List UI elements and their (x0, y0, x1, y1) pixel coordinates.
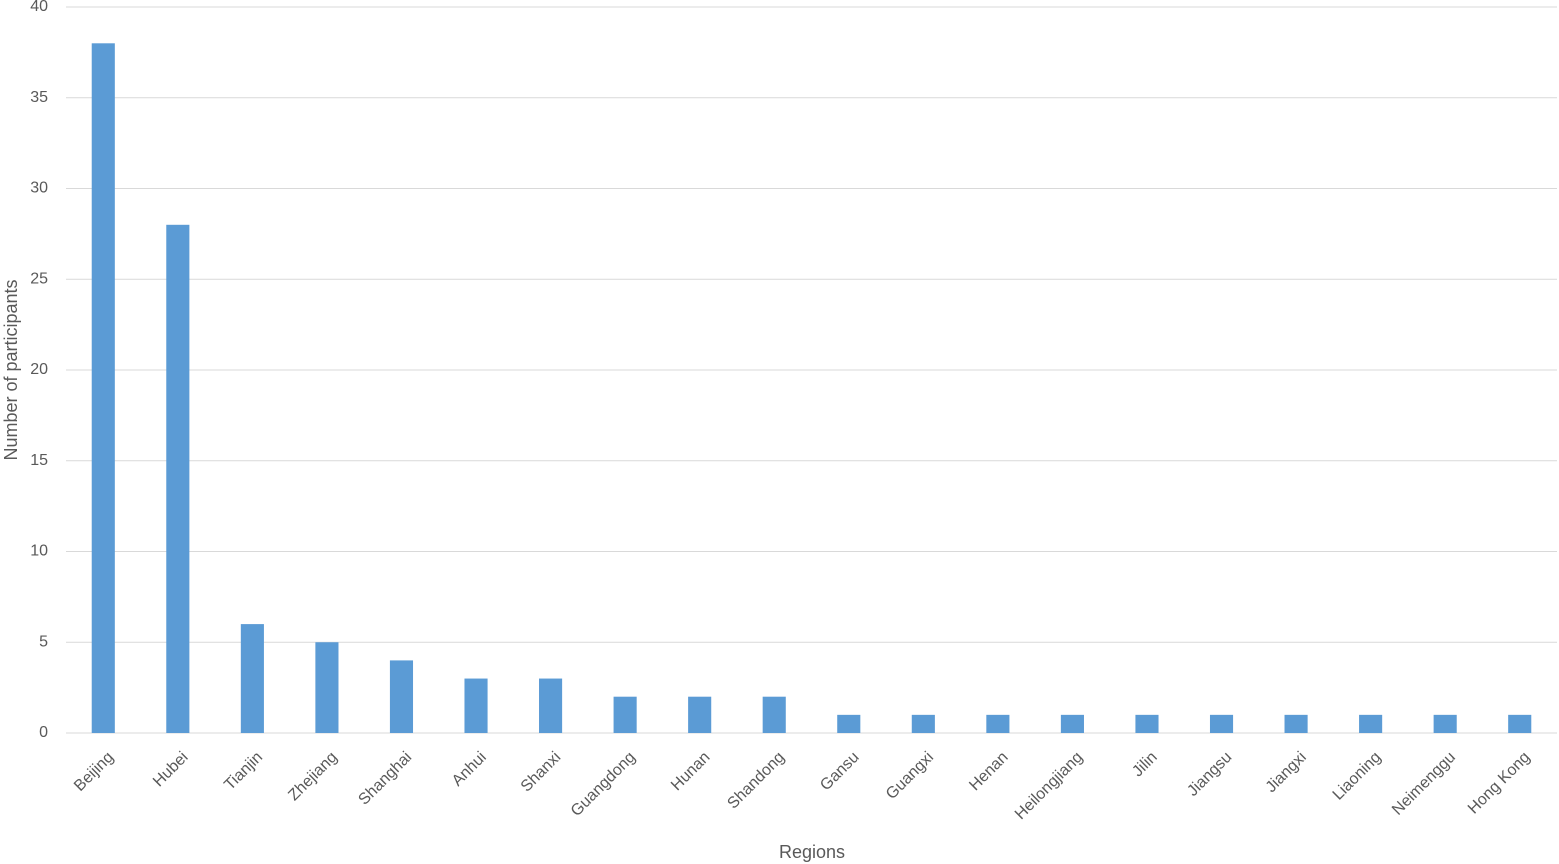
y-tick-label: 10 (30, 543, 48, 560)
x-tick-label: Neimenggu (1389, 749, 1459, 819)
y-tick-label: 0 (39, 724, 48, 741)
x-tick-label: Hunan (668, 749, 713, 794)
x-axis-title: Regions (779, 842, 845, 862)
x-tick-label: Anhui (449, 749, 490, 790)
y-tick-label: 15 (30, 452, 48, 469)
bar (1359, 714, 1383, 733)
bar (1060, 714, 1084, 733)
x-tick-label: Jiangsu (1184, 749, 1235, 800)
y-tick-label: 35 (30, 89, 48, 106)
y-tick-label: 40 (30, 0, 48, 15)
x-tick-label: Zhejiang (285, 749, 340, 804)
x-tick-label: Hong Kong (1465, 749, 1534, 818)
y-tick-label: 20 (30, 361, 48, 378)
x-tick-label: Beijing (71, 749, 117, 795)
x-tick-label: Shandong (724, 749, 788, 813)
x-tick-label: Jilin (1129, 749, 1161, 781)
x-tick-label: Shanxi (518, 749, 565, 796)
x-tick-label: Heilongjiang (1012, 749, 1086, 823)
bar (1135, 714, 1159, 733)
x-tick-label: Guangdong (568, 749, 639, 820)
bar (1508, 714, 1532, 733)
x-tick-label: Liaoning (1330, 749, 1385, 804)
bar (837, 714, 861, 733)
x-tick-label: Hubei (150, 749, 192, 791)
bar (539, 678, 563, 733)
y-axis-title: Number of participants (1, 279, 21, 460)
bar (613, 696, 637, 733)
bar (1209, 714, 1234, 733)
y-tick-label: 25 (30, 270, 48, 287)
x-tick-label: Henan (966, 749, 1011, 794)
bar (91, 43, 115, 734)
x-tick-label: Jiangxi (1263, 749, 1310, 796)
bar (911, 714, 935, 733)
y-tick-label: 5 (39, 633, 48, 650)
x-tick-label: Guangxi (883, 749, 937, 803)
bar (1284, 714, 1308, 733)
bar (688, 696, 712, 733)
bar (762, 696, 786, 733)
bar (240, 624, 264, 733)
y-tick-label: 30 (30, 180, 48, 197)
bar (464, 678, 488, 733)
bar (986, 714, 1010, 733)
x-tick-label: Shanghai (355, 749, 415, 809)
x-tick-label: Tianjin (221, 749, 266, 794)
bar (1433, 714, 1457, 733)
bar (315, 642, 339, 733)
x-tick-label: Gansu (817, 749, 862, 794)
bar (166, 224, 190, 734)
bar (389, 660, 414, 733)
